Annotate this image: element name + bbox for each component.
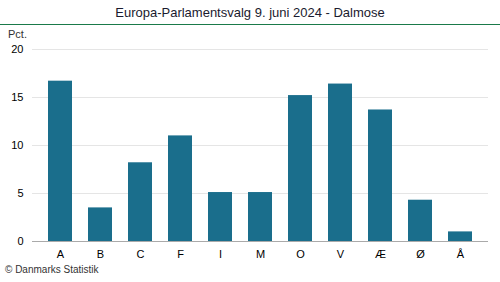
svg-text:20: 20 [11,43,23,55]
svg-text:Æ: Æ [375,248,386,260]
svg-text:15: 15 [11,91,23,103]
svg-text:5: 5 [17,187,23,199]
html-text:© Danmarks Statistik: © Danmarks Statistik [5,264,99,275]
svg-text:0: 0 [17,235,23,247]
html-text:Pct.: Pct. [8,28,27,40]
svg-text:V: V [337,248,345,260]
svg-text:F: F [177,248,184,260]
svg-text:C: C [137,248,145,260]
svg-text:Å: Å [457,248,465,260]
svg-text:I: I [219,248,222,260]
svg-text:M: M [256,248,265,260]
svg-text:O: O [296,248,305,260]
svg-text:A: A [57,248,65,260]
svg-text:Ø: Ø [416,248,425,260]
html-text:Europa-Parlamentsvalg 9. juni: Europa-Parlamentsvalg 9. juni 2024 - Dal… [115,5,385,20]
svg-text:B: B [97,248,104,260]
svg-text:10: 10 [11,139,23,151]
